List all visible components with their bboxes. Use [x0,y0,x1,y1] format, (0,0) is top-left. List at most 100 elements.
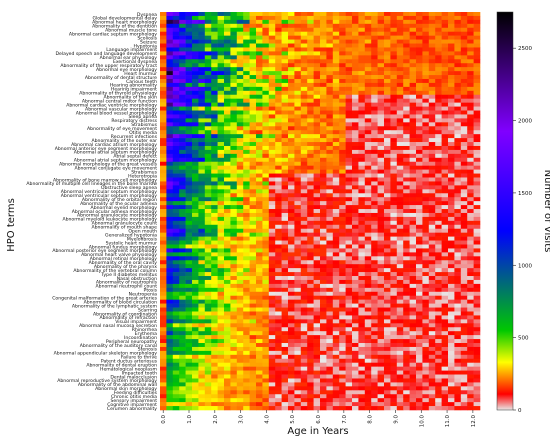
heatmap-cell [172,299,180,304]
heatmap-cell [428,145,436,151]
heatmap-cell [256,161,263,166]
heatmap-cell [204,114,212,119]
heatmap-cell [460,31,468,36]
heatmap-cell [256,39,263,44]
heatmap-cell [185,177,193,182]
heatmap-cell [403,39,410,44]
heatmap-cell [249,181,257,186]
heatmap-cell [185,236,193,241]
heatmap-cell [364,378,372,383]
heatmap-cell [435,102,442,107]
heatmap-cell [345,276,353,281]
heatmap-cell [256,236,263,241]
heatmap-cell [384,193,391,198]
heatmap-cell [339,51,346,56]
heatmap-cell [249,264,257,269]
heatmap-cell [326,256,334,261]
heatmap-cell [236,386,244,391]
heatmap-cell [422,366,430,371]
heatmap-cell [185,145,193,151]
heatmap-cell [332,216,340,222]
heatmap-cell [172,248,180,253]
heatmap-cell [435,55,442,60]
heatmap-cell [339,189,346,194]
heatmap-cell [352,264,359,269]
heatmap-cell [198,315,206,320]
heatmap-cell [428,252,436,257]
heatmap-cell [460,47,468,52]
heatmap-cell [352,378,359,383]
heatmap-cell [377,114,385,119]
heatmap-cell [358,157,366,163]
heatmap-cell [160,181,167,186]
heatmap-cell [460,12,468,17]
heatmap-cell [371,378,378,383]
heatmap-cell [460,110,468,115]
heatmap-cell [460,134,468,139]
heatmap-cell [204,327,212,332]
y-tick-label: Hypotonia [133,43,157,49]
heatmap-cell [313,228,321,233]
y-tick-label: Abnormal eye morphology [96,67,157,73]
heatmap-cell [320,55,327,60]
heatmap-cell [160,63,167,68]
heatmap-cell [448,260,455,265]
heatmap-cell [467,102,474,107]
heatmap-cell [198,205,206,210]
heatmap-cell [422,197,430,202]
heatmap-cell [268,390,276,395]
heatmap-cell [262,335,270,340]
heatmap-cell [281,15,289,21]
heatmap-cell [236,82,244,88]
heatmap-cell [358,12,366,17]
heatmap-cell [326,86,334,92]
heatmap-cell [390,118,398,123]
heatmap-cell [364,12,372,17]
heatmap-cell [211,287,218,293]
heatmap-cell [358,63,366,68]
heatmap-cell [224,161,231,166]
heatmap-cell [160,240,167,245]
heatmap-cell [416,189,423,194]
heatmap-cell [275,240,282,245]
heatmap-cell [256,67,263,72]
heatmap-cell [460,232,468,237]
heatmap-cell [441,205,449,210]
heatmap-cell [403,177,410,182]
heatmap-cell [384,149,391,155]
heatmap-cell [211,244,218,249]
heatmap-cell [416,228,423,233]
heatmap-cell [454,346,462,352]
heatmap-cell [416,236,423,241]
heatmap-cell [224,177,231,182]
heatmap-cell [268,189,276,194]
heatmap-cell [339,98,346,103]
heatmap-cell [198,287,206,293]
heatmap-cell [243,209,250,214]
y-tick-label: Strabismus [131,122,157,128]
heatmap-cell [345,189,353,194]
heatmap-cell [390,161,398,166]
heatmap-cell [371,173,378,178]
heatmap-cell [390,185,398,190]
heatmap-cell [185,240,193,245]
heatmap-cell [358,47,366,52]
heatmap-cell [166,268,174,273]
heatmap-cell [377,276,385,281]
heatmap-cell [467,90,474,96]
heatmap-cell [198,130,206,135]
heatmap-cell [211,370,218,375]
heatmap-cell [409,209,417,214]
heatmap-cell [243,283,250,289]
heatmap-cell [377,142,385,147]
y-tick-label: Language impairment [106,47,157,53]
heatmap-cell [288,145,295,151]
heatmap-cell [332,114,340,119]
heatmap-cell [384,236,391,241]
heatmap-cell [320,134,327,139]
heatmap-cell [352,276,359,281]
heatmap-cell [428,386,436,391]
heatmap-cell [403,122,410,127]
heatmap-cell [454,12,462,17]
heatmap-cell [473,31,481,36]
